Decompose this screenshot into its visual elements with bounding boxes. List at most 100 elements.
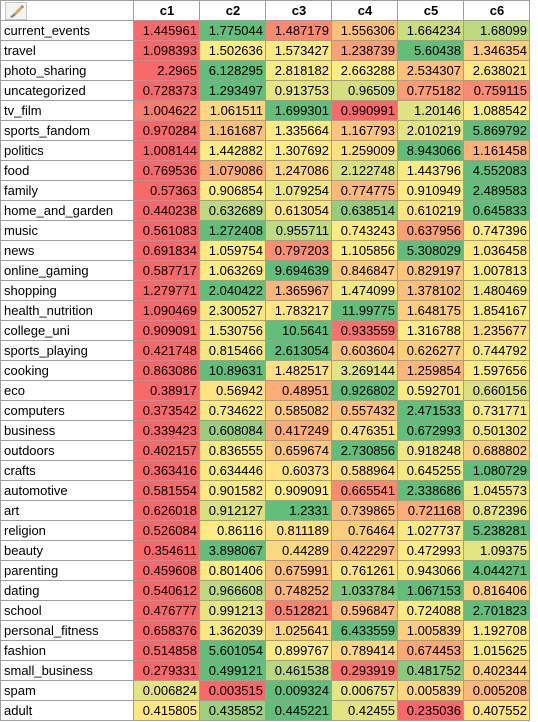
- value-cell[interactable]: 0.872396: [463, 500, 530, 521]
- value-cell[interactable]: 0.918248: [397, 440, 464, 461]
- value-cell[interactable]: 4.552083: [463, 160, 530, 181]
- value-cell[interactable]: 0.373542: [133, 400, 200, 421]
- value-cell[interactable]: 1.362039: [199, 620, 266, 641]
- column-header[interactable]: c2: [199, 0, 266, 21]
- value-cell[interactable]: 1.025641: [265, 620, 332, 641]
- value-cell[interactable]: 0.672993: [397, 420, 464, 441]
- row-label[interactable]: parenting: [0, 560, 134, 581]
- value-cell[interactable]: 0.561083: [133, 220, 200, 241]
- value-cell[interactable]: 0.759115: [463, 80, 530, 101]
- value-cell[interactable]: 0.724088: [397, 600, 464, 621]
- value-cell[interactable]: 0.846847: [331, 260, 398, 281]
- value-cell[interactable]: 10.5641: [265, 320, 332, 341]
- value-cell[interactable]: 1.004622: [133, 100, 200, 121]
- value-cell[interactable]: 0.402157: [133, 440, 200, 461]
- column-header[interactable]: c5: [397, 0, 464, 21]
- value-cell[interactable]: 2.2965: [133, 60, 200, 81]
- value-cell[interactable]: 6.433559: [331, 620, 398, 641]
- row-label[interactable]: news: [0, 240, 134, 261]
- value-cell[interactable]: 0.739865: [331, 500, 398, 521]
- value-cell[interactable]: 1.005839: [397, 620, 464, 641]
- value-cell[interactable]: 0.734622: [199, 400, 266, 421]
- value-cell[interactable]: 1.573427: [265, 40, 332, 61]
- value-cell[interactable]: 0.526084: [133, 520, 200, 541]
- value-cell[interactable]: 0.96509: [331, 80, 398, 101]
- value-cell[interactable]: 0.76464: [331, 520, 398, 541]
- value-cell[interactable]: 2.638021: [463, 60, 530, 81]
- value-cell[interactable]: 1.775044: [199, 20, 266, 41]
- value-cell[interactable]: 0.632689: [199, 200, 266, 221]
- row-label[interactable]: home_and_garden: [0, 200, 134, 221]
- value-cell[interactable]: 2.471533: [397, 400, 464, 421]
- value-cell[interactable]: 0.481752: [397, 660, 464, 681]
- value-cell[interactable]: 0.42455: [331, 700, 398, 721]
- value-cell[interactable]: 1.088542: [463, 100, 530, 121]
- value-cell[interactable]: 0.933559: [331, 320, 398, 341]
- value-cell[interactable]: 0.955711: [265, 220, 332, 241]
- value-cell[interactable]: 0.721168: [397, 500, 464, 521]
- value-cell[interactable]: 1.033784: [331, 580, 398, 601]
- value-cell[interactable]: 0.645255: [397, 460, 464, 481]
- value-cell[interactable]: 1.067153: [397, 580, 464, 601]
- value-cell[interactable]: 1.008144: [133, 140, 200, 161]
- value-cell[interactable]: 0.293919: [331, 660, 398, 681]
- value-cell[interactable]: 0.445221: [265, 700, 332, 721]
- value-cell[interactable]: 0.943066: [397, 560, 464, 581]
- value-cell[interactable]: 2.534307: [397, 60, 464, 81]
- value-cell[interactable]: 0.991213: [199, 600, 266, 621]
- value-cell[interactable]: 0.235036: [397, 700, 464, 721]
- value-cell[interactable]: 0.913753: [265, 80, 332, 101]
- value-cell[interactable]: 0.674453: [397, 640, 464, 661]
- value-cell[interactable]: 0.588964: [331, 460, 398, 481]
- value-cell[interactable]: 0.789414: [331, 640, 398, 661]
- row-label[interactable]: cooking: [0, 360, 134, 381]
- value-cell[interactable]: 0.610219: [397, 200, 464, 221]
- value-cell[interactable]: 5.869792: [463, 120, 530, 141]
- value-cell[interactable]: 0.363416: [133, 460, 200, 481]
- value-cell[interactable]: 1.482517: [265, 360, 332, 381]
- value-cell[interactable]: 1.007813: [463, 260, 530, 281]
- value-cell[interactable]: 0.440238: [133, 200, 200, 221]
- row-label[interactable]: school: [0, 600, 134, 621]
- row-label[interactable]: photo_sharing: [0, 60, 134, 81]
- row-label[interactable]: health_nutrition: [0, 300, 134, 321]
- row-label[interactable]: fashion: [0, 640, 134, 661]
- value-cell[interactable]: 0.659674: [265, 440, 332, 461]
- value-cell[interactable]: 0.540612: [133, 580, 200, 601]
- value-cell[interactable]: 0.836555: [199, 440, 266, 461]
- value-cell[interactable]: 0.512821: [265, 600, 332, 621]
- value-cell[interactable]: 1.063269: [199, 260, 266, 281]
- row-label[interactable]: beauty: [0, 540, 134, 561]
- value-cell[interactable]: 1.259854: [397, 360, 464, 381]
- value-cell[interactable]: 0.970284: [133, 120, 200, 141]
- value-cell[interactable]: 1.235677: [463, 320, 530, 341]
- value-cell[interactable]: 0.339423: [133, 420, 200, 441]
- value-cell[interactable]: 2.701823: [463, 600, 530, 621]
- value-cell[interactable]: 0.003515: [199, 680, 266, 701]
- column-header[interactable]: c6: [463, 0, 530, 21]
- value-cell[interactable]: 2.338686: [397, 480, 464, 501]
- row-label[interactable]: art: [0, 500, 134, 521]
- value-cell[interactable]: 0.910949: [397, 180, 464, 201]
- value-cell[interactable]: 2.122748: [331, 160, 398, 181]
- value-cell[interactable]: 0.761261: [331, 560, 398, 581]
- value-cell[interactable]: 0.645833: [463, 200, 530, 221]
- value-cell[interactable]: 0.608084: [199, 420, 266, 441]
- value-cell[interactable]: 1.487179: [265, 20, 332, 41]
- value-cell[interactable]: 1.365967: [265, 280, 332, 301]
- value-cell[interactable]: 0.407552: [463, 700, 530, 721]
- value-cell[interactable]: 0.476351: [331, 420, 398, 441]
- value-cell[interactable]: 0.912127: [199, 500, 266, 521]
- value-cell[interactable]: 0.613054: [265, 200, 332, 221]
- row-label[interactable]: travel: [0, 40, 134, 61]
- value-cell[interactable]: 1.474099: [331, 280, 398, 301]
- value-cell[interactable]: 0.417249: [265, 420, 332, 441]
- value-cell[interactable]: 0.626018: [133, 500, 200, 521]
- row-label[interactable]: business: [0, 420, 134, 441]
- value-cell[interactable]: 1.080729: [463, 460, 530, 481]
- value-cell[interactable]: 1.238739: [331, 40, 398, 61]
- row-label[interactable]: sports_playing: [0, 340, 134, 361]
- value-cell[interactable]: 1.161458: [463, 140, 530, 161]
- value-cell[interactable]: 0.461538: [265, 660, 332, 681]
- value-cell[interactable]: 0.990991: [331, 100, 398, 121]
